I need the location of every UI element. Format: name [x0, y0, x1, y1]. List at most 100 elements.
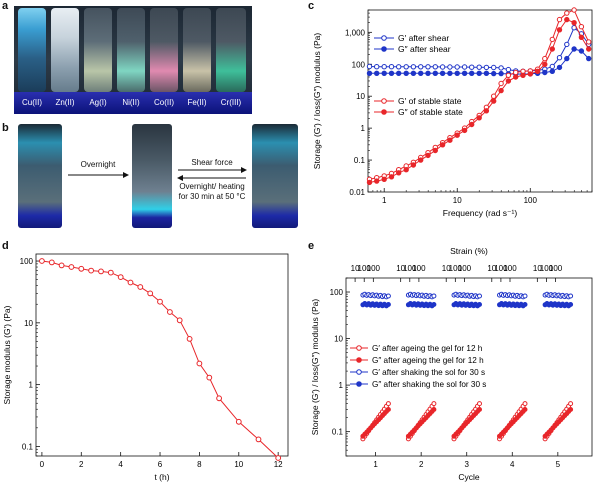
data-point [476, 64, 482, 70]
data-point [549, 68, 556, 75]
top-tick-label: 10 [396, 264, 405, 273]
data-point [542, 61, 548, 67]
top-tick-label: 100 [412, 264, 426, 273]
vial-label-zn: Zn(II) [55, 98, 75, 107]
data-point [564, 55, 570, 62]
x-tick-label: 10 [453, 196, 462, 205]
data-point [527, 71, 534, 77]
x-tick-label: 1 [373, 460, 378, 469]
data-point [374, 63, 380, 70]
shear-label: Shear force [191, 158, 233, 167]
data-point [586, 46, 592, 52]
panel-letter-e: e [308, 240, 315, 252]
top-tick-label: 10 [533, 264, 542, 273]
data-point [498, 65, 504, 71]
data-point [396, 170, 402, 176]
data-point [403, 167, 409, 173]
vial-cr [216, 8, 246, 92]
overnight-label: Overnight [80, 160, 116, 169]
data-point [477, 293, 482, 299]
data-point [88, 267, 94, 274]
data-point [418, 157, 424, 163]
vial-label-cr: Cr(III) [220, 98, 242, 107]
data-point [58, 262, 65, 269]
x-tick-label: 4 [118, 460, 123, 469]
legend-label: G″ after shear [398, 44, 451, 54]
data-point [505, 66, 512, 73]
data-point [388, 63, 395, 70]
panel-letter-d: d [2, 240, 9, 252]
data-point [447, 70, 453, 77]
data-point [571, 46, 577, 52]
top-tick-label: 100 [458, 264, 472, 273]
data-point [381, 63, 387, 70]
data-point [396, 64, 402, 70]
y-axis-label: Storage modulus (G′) (Pa) [2, 305, 12, 404]
data-point [564, 16, 570, 23]
vial-ag [84, 8, 112, 92]
data-point [410, 70, 417, 77]
data-point [477, 407, 482, 412]
legend-marker [381, 35, 387, 41]
y-tick-label: 1 [29, 381, 34, 390]
data-point [568, 302, 574, 307]
data-point [469, 64, 475, 70]
data-point [381, 70, 387, 77]
data-point [425, 70, 431, 77]
data-point [439, 64, 446, 70]
data-point [432, 70, 439, 77]
data-point [425, 152, 431, 159]
data-point [196, 360, 203, 367]
data-point [432, 147, 439, 154]
legend-label: G′ after ageing the gel for 12 h [372, 344, 483, 353]
x-tick-label: 4 [510, 460, 515, 469]
data-point [522, 407, 528, 412]
data-point [534, 68, 541, 75]
data-point [578, 24, 585, 30]
legend-label: G″ after shaking the sol for 30 s [372, 380, 486, 389]
data-point [431, 401, 437, 407]
data-point [388, 70, 395, 77]
y-tick-label: 10 [24, 319, 33, 328]
data-point [374, 178, 380, 184]
data-point [157, 298, 163, 305]
data-point [513, 69, 519, 76]
data-point [366, 70, 373, 77]
data-point [461, 64, 468, 70]
x-tick-label: 2 [79, 460, 84, 469]
data-point [235, 418, 242, 425]
top-tick-label: 100 [358, 264, 372, 273]
panel-letter-c: c [308, 0, 315, 12]
data-point [522, 302, 528, 307]
y-tick-label: 1,000 [345, 28, 366, 37]
data-point [216, 395, 223, 402]
data-point [418, 64, 424, 70]
data-point [432, 64, 439, 70]
data-point [385, 293, 391, 299]
data-point [483, 108, 490, 114]
x-tick-label: 0 [40, 460, 45, 469]
plot-frame [345, 277, 593, 457]
data-point [381, 176, 387, 183]
top-tick-label: 100 [503, 264, 517, 273]
data-point [147, 290, 154, 297]
data-point [447, 137, 453, 143]
vial-label-cu: Cu(II) [22, 98, 42, 107]
legend-marker [356, 357, 362, 363]
vial-ni [117, 8, 145, 92]
data-point [556, 55, 563, 61]
y-tick-label: 100 [330, 288, 344, 297]
data-point [476, 115, 482, 121]
vial-label-fe: Fe(II) [187, 98, 207, 107]
data-point [556, 27, 563, 33]
vial-caps [14, 92, 252, 114]
data-point [403, 64, 409, 70]
vial-label-ni: Ni(II) [122, 98, 140, 107]
panel-letter-a: a [2, 0, 9, 12]
data-point [431, 293, 437, 299]
data-point [403, 70, 409, 77]
data-point [578, 34, 585, 40]
vial-label-ag: Ag(I) [89, 98, 107, 107]
data-point [176, 317, 183, 324]
